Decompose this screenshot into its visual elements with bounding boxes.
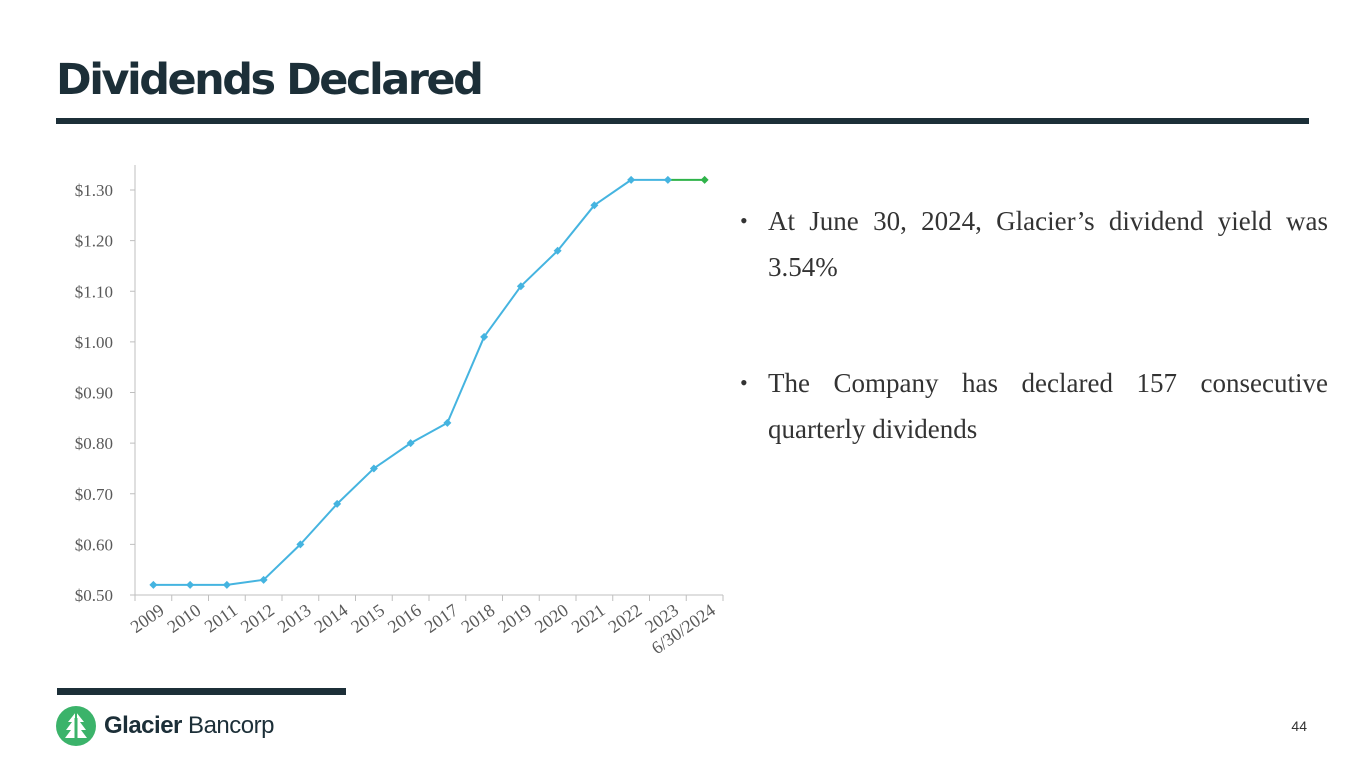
company-name-bold: Glacier	[104, 712, 182, 739]
series-line-segment	[373, 442, 412, 470]
x-tick-label: 2018	[457, 600, 498, 637]
bullet-glyph: •	[740, 208, 748, 233]
x-tick-label: 2011	[201, 600, 241, 637]
y-tick-label: $0.50	[75, 586, 113, 605]
data-point-2020	[553, 246, 562, 255]
series-lines	[153, 178, 705, 586]
series-line-segment	[483, 285, 522, 338]
x-tick-label: 2016	[384, 600, 425, 637]
y-tick-label: $1.00	[75, 333, 113, 352]
data-point-2011	[222, 580, 231, 589]
y-tick-label: $1.30	[75, 181, 113, 200]
slide-title: Dividends Declared	[56, 55, 484, 105]
data-point-2010	[186, 580, 195, 589]
y-axis-tick-labels: $0.50 $0.60 $0.70 $0.80 $0.90 $1.00 $1.10 $1.20…	[75, 181, 113, 605]
series-line-segment	[299, 503, 338, 546]
x-axis-tick-labels: 2009201020112012201320142015201620172018…	[127, 600, 719, 658]
data-point-2015	[369, 464, 378, 473]
data-point-2017	[443, 418, 452, 427]
data-point-2009	[149, 580, 158, 589]
chart-axes	[130, 165, 724, 601]
x-tick-label: 2013	[274, 600, 315, 637]
data-point-2016	[406, 439, 415, 448]
data-point-2013	[296, 540, 305, 549]
y-tick-label: $0.90	[75, 384, 113, 403]
series-line-segment	[262, 543, 302, 581]
company-name-light: Bancorp	[181, 712, 274, 739]
data-point-2014	[333, 499, 342, 508]
x-tick-label: 2014	[310, 600, 351, 637]
series-line-segment	[336, 467, 375, 505]
x-tick-label: 2022	[604, 600, 645, 637]
y-tick-label: $0.80	[75, 434, 113, 453]
x-tick-label: 2017	[421, 600, 462, 637]
data-point-2018	[480, 332, 489, 341]
bullet-item: • The Company has declared 157 consecuti…	[740, 360, 1328, 452]
data-point-2021	[590, 201, 599, 210]
x-tick-label: 2020	[531, 600, 572, 637]
data-point-2012	[259, 575, 268, 584]
series-line-segment	[520, 250, 559, 287]
series-line-segment	[226, 578, 264, 586]
company-logo: Glacier Bancorp	[56, 706, 274, 746]
series-line-segment	[410, 421, 448, 445]
data-point-6-30-2024	[700, 175, 709, 184]
data-point-2019	[516, 282, 525, 291]
footer-rule	[57, 688, 346, 695]
bullet-glyph: •	[740, 370, 748, 395]
data-point-2023	[663, 175, 672, 184]
bullet-item: • At June 30, 2024, Glacier’s dividend y…	[740, 198, 1328, 290]
y-tick-label: $1.20	[75, 232, 113, 251]
bullet-text-consecutive-dividends: The Company has declared 157 consecutive…	[768, 368, 1328, 444]
y-tick-label: $0.60	[75, 535, 113, 554]
x-tick-label: 2010	[163, 600, 204, 637]
title-underline	[56, 118, 1309, 124]
x-tick-label: 2015	[347, 600, 388, 637]
x-tick-label: 2009	[127, 600, 168, 637]
series-points	[149, 175, 709, 589]
series-line-segment	[593, 179, 632, 207]
company-name: Glacier Bancorp	[104, 712, 274, 740]
bullet-text-dividend-yield: At June 30, 2024, Glacier’s dividend yie…	[768, 206, 1328, 282]
x-tick-label: 2019	[494, 600, 535, 637]
bullet-list: • At June 30, 2024, Glacier’s dividend y…	[740, 198, 1328, 522]
series-line-segment	[556, 204, 596, 252]
page-number: 44	[1291, 718, 1307, 734]
y-tick-label: $0.70	[75, 485, 113, 504]
x-tick-label: 2012	[237, 600, 278, 637]
y-tick-label: $1.10	[75, 282, 113, 301]
glacier-mountain-icon	[56, 706, 96, 746]
dividends-line-chart: $0.50 $0.60 $0.70 $0.80 $0.90 $1.00 $1.10 $1.20…	[75, 165, 724, 658]
series-line-segment	[446, 336, 486, 424]
x-tick-label: 2021	[568, 600, 609, 637]
data-point-2022	[627, 175, 636, 184]
